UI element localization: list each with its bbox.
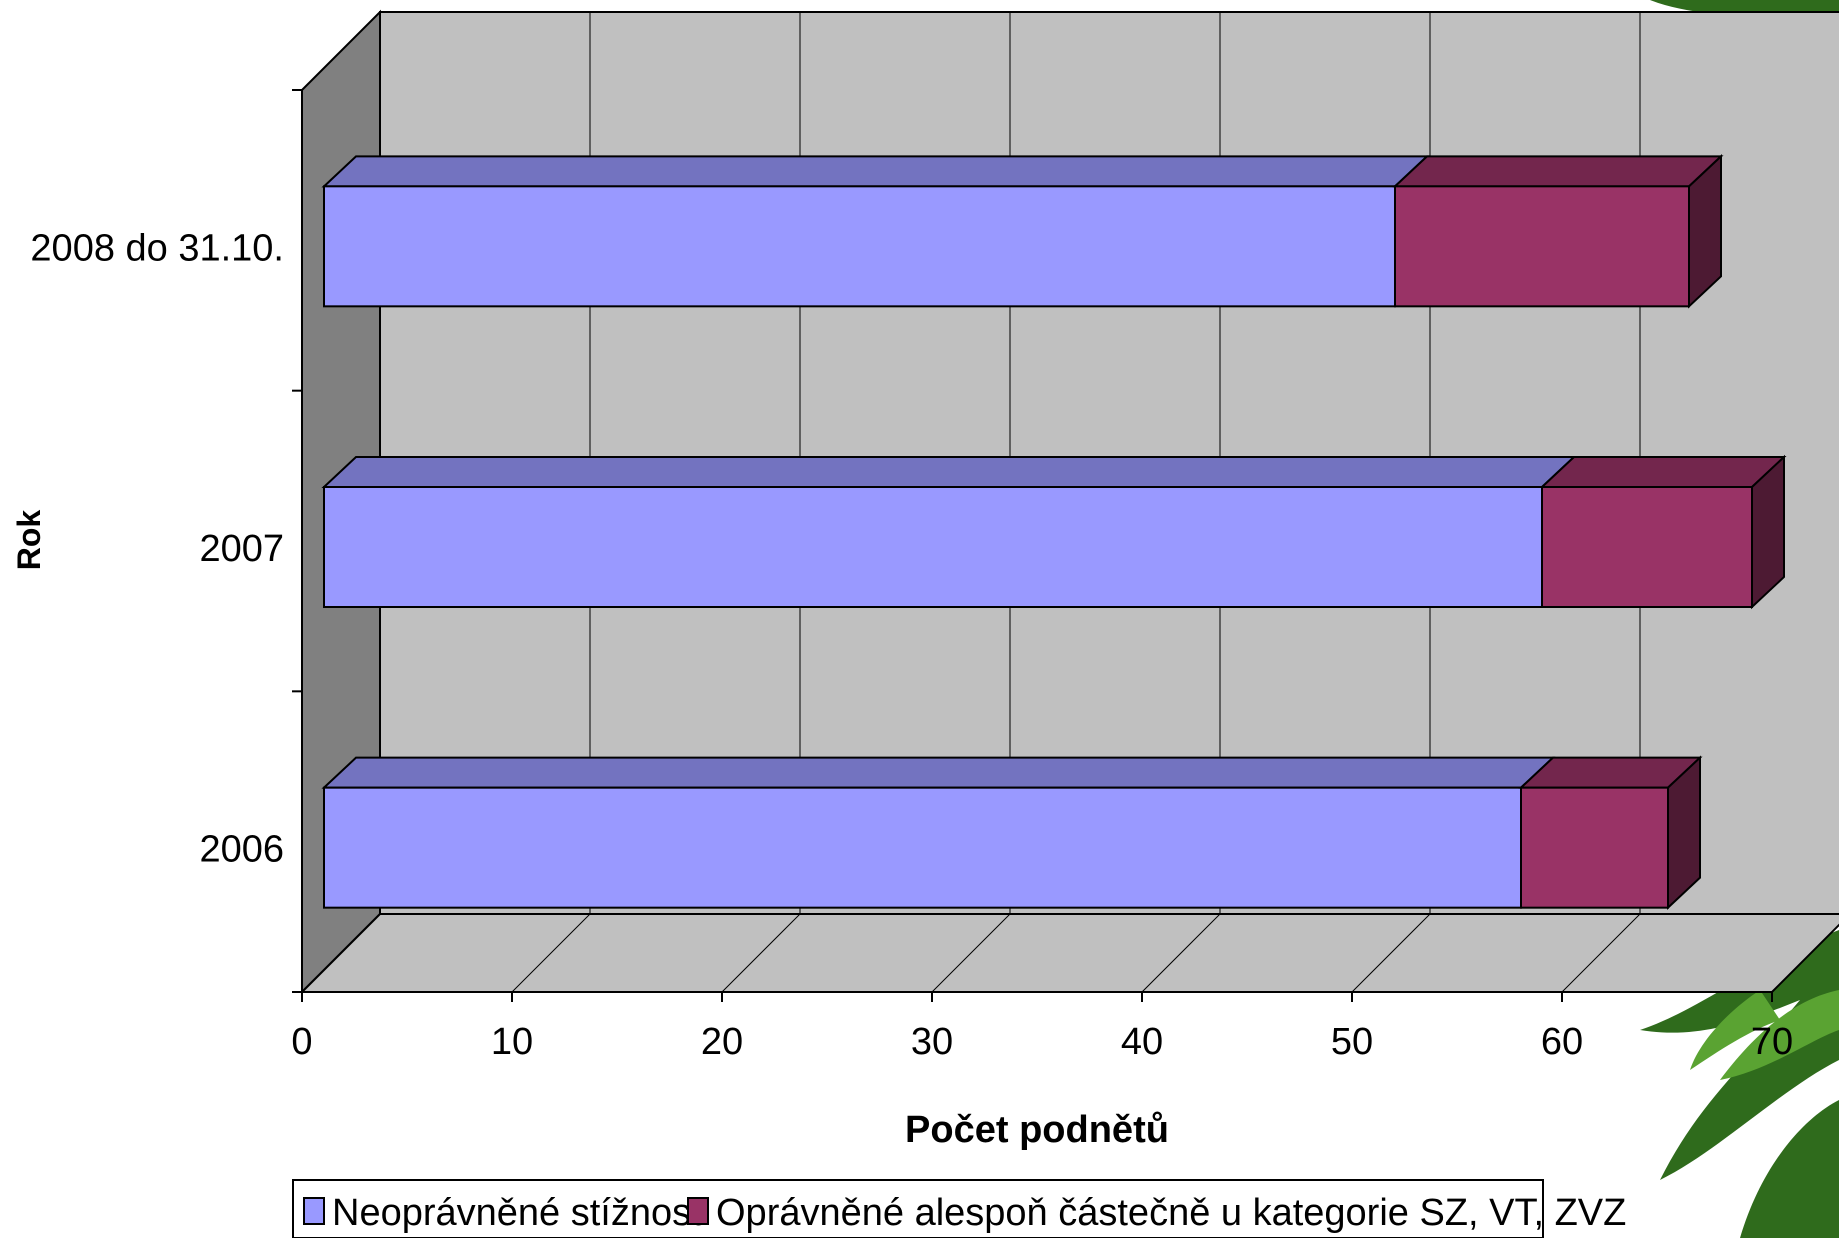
bar-2006-series0 — [321, 756, 1556, 909]
bar-front-face — [1520, 786, 1669, 909]
legend-label-neopravnene: Neoprávněné stížnosti — [332, 1192, 710, 1234]
bar-top-face — [1392, 155, 1724, 188]
x-axis-title: Počet podnětů — [905, 1109, 1169, 1151]
bar-2006-series1 — [1518, 755, 1703, 910]
gridline-floor — [1141, 913, 1221, 993]
gridline-floor — [931, 913, 1011, 993]
x-tick-label: 30 — [911, 1021, 953, 1063]
gridline-floor — [1771, 924, 1839, 993]
leaf — [1740, 1100, 1839, 1238]
bar-top-face — [321, 456, 1577, 488]
bar-side-face — [1688, 154, 1722, 309]
tick-labels: 0 10 20 30 40 50 60 70 2006 2007 2008 do 31.10. — [30, 227, 1793, 1063]
leaf — [1640, 930, 1839, 1180]
gridline-floor — [511, 913, 591, 993]
bar-front-face — [1394, 185, 1690, 308]
x-tick-label: 0 — [291, 1021, 312, 1063]
x-tick-label: 40 — [1121, 1021, 1163, 1063]
floor — [299, 913, 1839, 993]
y-category-label: 2007 — [199, 528, 284, 570]
legend-label-opravnene: Oprávněné alespoň částečně u kategorie S… — [716, 1192, 1626, 1234]
legend-swatch-opravnene — [687, 1197, 709, 1225]
axes — [292, 89, 1773, 1002]
bars — [321, 154, 1787, 910]
gridline-floor — [1561, 913, 1641, 993]
y-category-label: 2006 — [199, 829, 284, 871]
x-tick-label: 70 — [1751, 1021, 1793, 1063]
bar-2008do3110-series1 — [1392, 154, 1724, 309]
leaf — [1650, 0, 1839, 40]
x-tick-label: 20 — [701, 1021, 743, 1063]
bar-side-face — [1667, 755, 1701, 910]
bar-front-face — [323, 486, 1543, 608]
y-axis-title: Rok — [11, 510, 47, 571]
x-tick-label: 60 — [1541, 1021, 1583, 1063]
bar-front-face — [1541, 486, 1753, 608]
bar-2007-series0 — [321, 456, 1577, 608]
leaf — [1690, 990, 1780, 1070]
y-category-label: 2008 do 31.10. — [30, 227, 284, 269]
bar-front-face — [323, 185, 1396, 308]
bar-top-face — [321, 155, 1430, 188]
bar-2007-series1 — [1539, 454, 1787, 610]
gridline-floor — [721, 913, 801, 993]
leaf — [1720, 990, 1839, 1080]
legend-swatch-neopravnene — [303, 1197, 325, 1225]
x-tick-label: 50 — [1331, 1021, 1373, 1063]
bar-top-face — [1539, 456, 1787, 488]
bar-side-face — [1751, 454, 1785, 610]
bar-front-face — [323, 786, 1522, 909]
x-tick-label: 10 — [491, 1021, 533, 1063]
foliage-image — [1640, 0, 1839, 1238]
gridline-floor — [1351, 913, 1431, 993]
bar-2008do3110-series0 — [321, 155, 1430, 308]
bar-top-face — [321, 756, 1556, 789]
legend-box — [292, 1179, 1544, 1238]
legend: Neoprávněné stížnosti Oprávněné alespoň … — [292, 1179, 1626, 1238]
